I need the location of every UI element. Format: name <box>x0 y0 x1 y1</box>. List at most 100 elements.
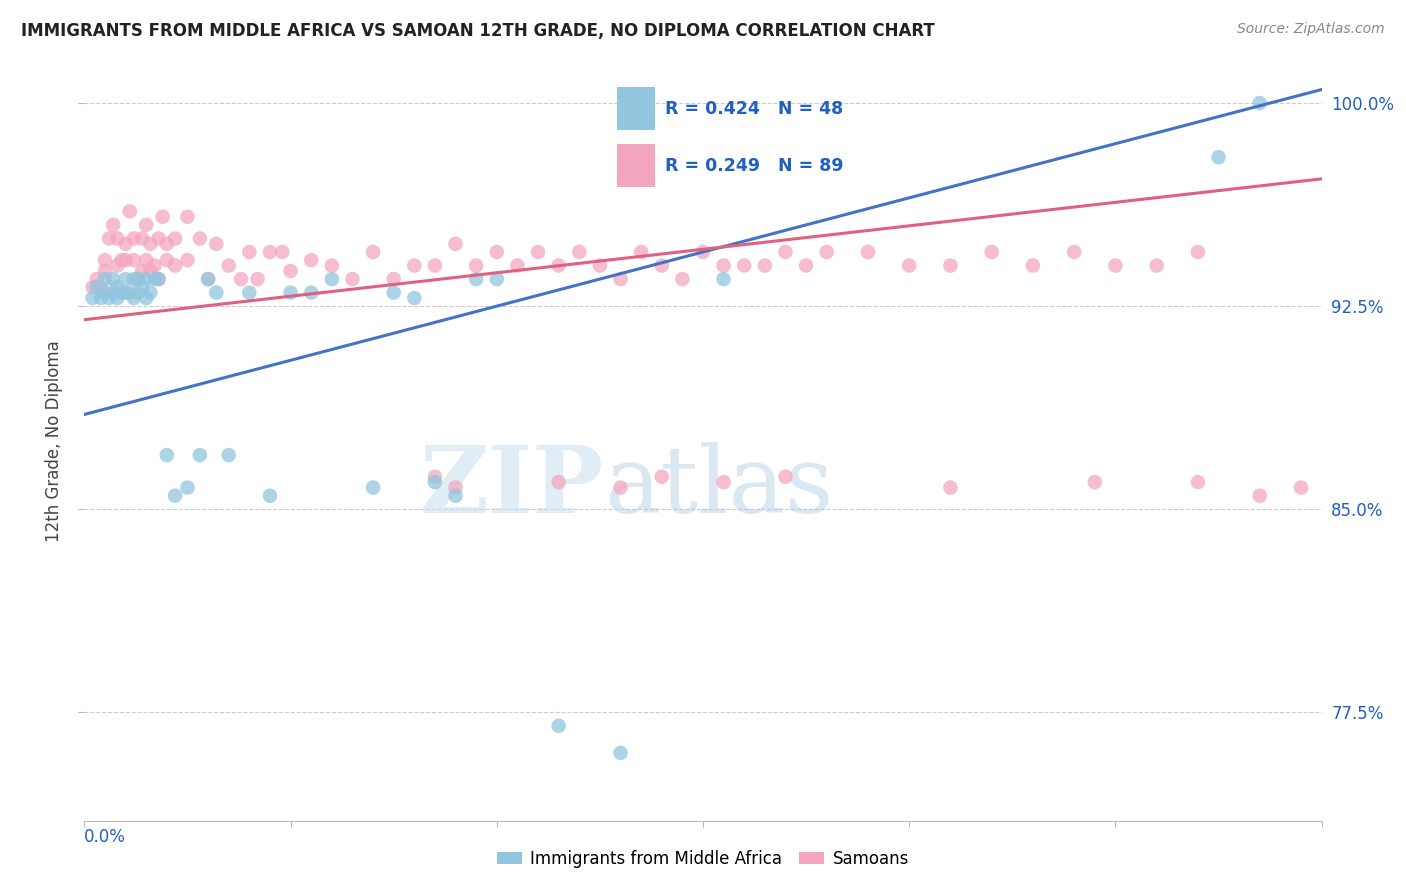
Point <box>246 272 269 286</box>
Point <box>110 285 132 300</box>
Point <box>465 272 488 286</box>
Point <box>280 264 302 278</box>
Point <box>547 475 569 490</box>
Point <box>547 719 569 733</box>
Point <box>271 244 294 259</box>
Point <box>259 489 281 503</box>
Point <box>1289 481 1312 495</box>
Point <box>713 259 735 273</box>
Point <box>105 280 128 294</box>
Point <box>1084 475 1107 490</box>
Point <box>94 285 117 300</box>
Point <box>1249 96 1271 111</box>
Point <box>176 481 198 495</box>
Point <box>188 448 211 462</box>
Point <box>103 272 125 286</box>
Point <box>188 231 211 245</box>
Point <box>135 253 157 268</box>
Point <box>692 244 714 259</box>
Point <box>218 448 240 462</box>
Point <box>127 272 149 286</box>
Point <box>205 236 228 251</box>
Point <box>444 481 467 495</box>
Point <box>98 291 121 305</box>
Point <box>114 236 136 251</box>
Point <box>90 280 112 294</box>
Point <box>105 259 128 273</box>
Point <box>82 280 104 294</box>
Point <box>321 272 343 286</box>
Point <box>651 259 673 273</box>
Point <box>609 481 631 495</box>
Point <box>713 272 735 286</box>
Point <box>238 244 260 259</box>
Point <box>1187 475 1209 490</box>
Point <box>165 231 187 245</box>
Point <box>775 469 797 483</box>
Point <box>856 244 879 259</box>
Point <box>139 285 162 300</box>
Point <box>127 272 149 286</box>
Point <box>143 259 166 273</box>
Point <box>485 272 508 286</box>
Point <box>90 291 112 305</box>
Text: atlas: atlas <box>605 442 834 532</box>
Point <box>94 272 117 286</box>
Point <box>131 264 153 278</box>
Point <box>423 475 446 490</box>
Point <box>118 285 141 300</box>
Point <box>342 272 364 286</box>
Point <box>1208 150 1230 164</box>
Point <box>135 218 157 232</box>
Point <box>131 231 153 245</box>
Point <box>131 280 153 294</box>
Point <box>382 272 405 286</box>
Point <box>527 244 550 259</box>
Point <box>127 285 149 300</box>
Text: 0.0%: 0.0% <box>84 828 127 847</box>
Point <box>609 272 631 286</box>
Point <box>135 272 157 286</box>
Point <box>114 272 136 286</box>
Legend: Immigrants from Middle Africa, Samoans: Immigrants from Middle Africa, Samoans <box>491 844 915 875</box>
Point <box>105 231 128 245</box>
Point <box>122 253 145 268</box>
Point <box>1022 259 1045 273</box>
Point <box>423 259 446 273</box>
Point <box>98 231 121 245</box>
Point <box>485 244 508 259</box>
Point <box>122 272 145 286</box>
Text: Source: ZipAtlas.com: Source: ZipAtlas.com <box>1237 22 1385 37</box>
Point <box>321 259 343 273</box>
Point <box>139 236 162 251</box>
Point <box>165 259 187 273</box>
Point <box>404 291 426 305</box>
Point <box>754 259 776 273</box>
Point <box>148 272 170 286</box>
Point <box>103 218 125 232</box>
Point <box>299 285 322 300</box>
Point <box>630 244 652 259</box>
Point <box>280 285 302 300</box>
Point <box>1249 489 1271 503</box>
Point <box>589 259 612 273</box>
Point <box>176 253 198 268</box>
Point <box>152 210 174 224</box>
Point <box>1104 259 1126 273</box>
Y-axis label: 12th Grade, No Diploma: 12th Grade, No Diploma <box>45 341 63 542</box>
Point <box>197 272 219 286</box>
Point <box>238 285 260 300</box>
Point <box>143 272 166 286</box>
Point <box>361 244 384 259</box>
Point <box>506 259 529 273</box>
Point <box>713 475 735 490</box>
Point <box>110 253 132 268</box>
Point <box>229 272 252 286</box>
Point <box>1063 244 1085 259</box>
Point <box>94 264 117 278</box>
Point <box>382 285 405 300</box>
Point <box>197 272 219 286</box>
Point <box>547 259 569 273</box>
Point <box>259 244 281 259</box>
Point <box>176 210 198 224</box>
